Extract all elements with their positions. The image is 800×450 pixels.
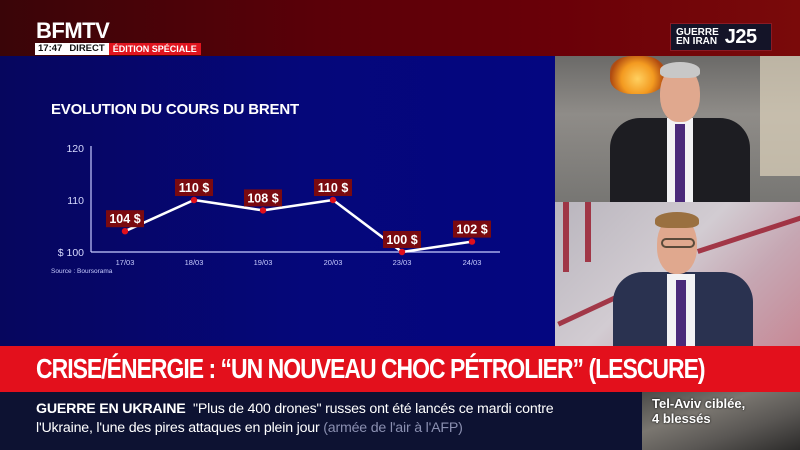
explosion-image bbox=[610, 56, 665, 94]
data-label: 100 $ bbox=[386, 233, 417, 247]
guest-top bbox=[605, 56, 755, 208]
data-label: 110 $ bbox=[318, 181, 349, 195]
data-point-marker bbox=[329, 196, 337, 204]
x-tick-label: 20/03 bbox=[324, 258, 343, 267]
side-news-caption: Tel-Aviv ciblée, 4 blessés bbox=[652, 396, 745, 426]
y-tick-label: 120 bbox=[66, 143, 84, 155]
edition-label: ÉDITION SPÉCIALE bbox=[108, 43, 201, 55]
data-label-box bbox=[106, 210, 144, 228]
day-counter: J25 bbox=[724, 26, 757, 48]
ticker-text: GUERRE EN UKRAINE "Plus de 400 drones" r… bbox=[36, 400, 596, 438]
y-tick-label: 110 bbox=[67, 195, 84, 207]
live-bar: 17:47 DIRECT ÉDITION SPÉCIALE bbox=[35, 43, 201, 55]
guest-bottom bbox=[595, 202, 765, 346]
x-tick-label: 17/03 bbox=[116, 258, 135, 267]
data-point-marker bbox=[259, 207, 267, 214]
guest-camera-bottom bbox=[555, 202, 800, 346]
data-label-box bbox=[314, 179, 352, 196]
brent-line-chart: $ 100 110 120 17/03 18/03 19/03 20/03 23/03 24/0… bbox=[58, 143, 500, 267]
x-tick-label: 24/03 bbox=[463, 258, 482, 267]
data-label-box bbox=[244, 189, 282, 207]
chart-source: Source : Boursorama bbox=[51, 268, 113, 275]
data-label: 104 $ bbox=[109, 212, 140, 226]
chart-title: EVOLUTION DU COURS DU BRENT bbox=[51, 101, 299, 118]
headline-banner: CRISE/ÉNERGIE : “UN NOUVEAU CHOC PÉTROLI… bbox=[0, 346, 800, 392]
guest-camera-top bbox=[555, 56, 800, 208]
x-tick-label: 19/03 bbox=[254, 258, 273, 267]
background-building bbox=[760, 56, 800, 176]
live-label: DIRECT bbox=[69, 43, 105, 54]
brent-chart-panel: EVOLUTION DU COURS DU BRENT $ 100 110 120 1… bbox=[0, 56, 555, 346]
ticker-topic: GUERRE EN UKRAINE bbox=[36, 401, 186, 417]
ticker-body: "Plus de 400 drones" russes ont été lanc… bbox=[36, 401, 554, 436]
side-news-line2: 4 blessés bbox=[652, 411, 711, 426]
time-direct-box: 17:47 DIRECT bbox=[35, 43, 109, 55]
y-tick-label: $ 100 bbox=[58, 247, 84, 259]
ticker-attribution: (armée de l'air à l'AFP) bbox=[323, 420, 463, 436]
topic-badge-label: GUERRE EN IRAN bbox=[676, 26, 719, 47]
topic-badge: GUERRE EN IRAN J25 bbox=[670, 23, 772, 51]
data-label-box bbox=[383, 231, 421, 248]
side-news-line1: Tel-Aviv ciblée, bbox=[652, 396, 746, 411]
price-line bbox=[124, 198, 473, 254]
data-label: 108 $ bbox=[247, 191, 278, 205]
data-label: 110 $ bbox=[179, 181, 210, 195]
data-point-marker bbox=[468, 238, 476, 245]
data-label-box bbox=[175, 179, 213, 196]
data-point-marker bbox=[121, 228, 129, 235]
data-label-box bbox=[453, 220, 491, 238]
side-news-thumbnail: Tel-Aviv ciblée, 4 blessés bbox=[642, 392, 800, 450]
data-point-marker bbox=[190, 196, 198, 204]
channel-header: BFMTV 17:47 DIRECT ÉDITION SPÉCIALE GUER… bbox=[0, 0, 800, 56]
data-label: 102 $ bbox=[456, 223, 487, 237]
x-tick-label: 18/03 bbox=[185, 258, 204, 267]
video-feed bbox=[555, 56, 800, 346]
topic-badge-line2: EN IRAN bbox=[676, 36, 718, 47]
data-point-marker bbox=[398, 248, 406, 256]
bfmtv-logo: BFMTV bbox=[36, 18, 110, 43]
topic-badge-line1: GUERRE bbox=[676, 26, 719, 38]
x-tick-label: 23/03 bbox=[393, 258, 412, 267]
headline-text: CRISE/ÉNERGIE : “UN NOUVEAU CHOC PÉTROLI… bbox=[36, 353, 706, 384]
clock-time: 17:47 bbox=[38, 43, 63, 54]
